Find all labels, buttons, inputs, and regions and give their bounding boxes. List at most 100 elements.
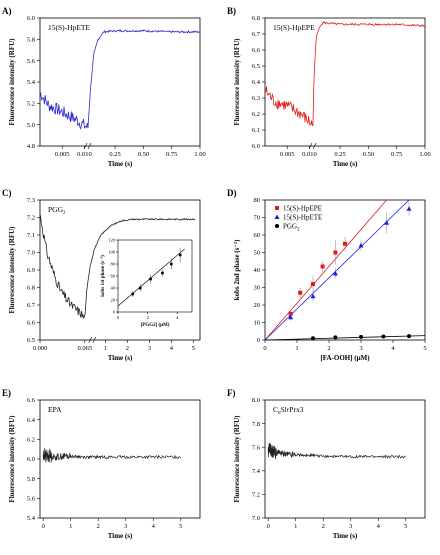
y-tick-label: 5.0 xyxy=(27,122,35,129)
y-axis-label: Fluorescence intensity (RFU) xyxy=(8,38,16,126)
y-tick-label: 6.1 xyxy=(252,127,260,134)
y-tick-label: 6.7 xyxy=(27,302,36,309)
x-tick-label: 0.75 xyxy=(391,151,402,158)
x-tick-label: 2 xyxy=(97,523,100,530)
inset-y-label: kobs 1st phase (s⁻¹) xyxy=(100,255,106,297)
x-tick-label: 0 xyxy=(267,523,270,530)
panel-title: CnSlrPrx3 xyxy=(273,405,304,416)
x-tick-label: 2 xyxy=(126,345,129,352)
plot-frame xyxy=(264,399,426,519)
x-tick-label: 0.005 xyxy=(280,151,295,158)
x-tick-label: 4 xyxy=(152,523,156,530)
panel-label: D) xyxy=(227,188,237,198)
y-tick-label: 4.8 xyxy=(27,143,35,150)
x-tick-label: 3 xyxy=(349,523,352,530)
x-tick-label: 3 xyxy=(124,523,127,530)
panel-b: B) 15(S)-HpEPE Time (s) Fluorescence intens… xyxy=(227,6,431,168)
x-tick-label: 3 xyxy=(148,345,151,352)
inset-point xyxy=(149,277,152,281)
y-tick-label: 5.4 xyxy=(27,79,36,86)
inset-point xyxy=(138,286,142,290)
x-tick-label: 4 xyxy=(391,345,395,352)
y-tick-label: 6.0 xyxy=(252,143,260,150)
legend-entry: 15(S)-HpETE xyxy=(283,214,322,222)
inset-fit-line xyxy=(117,248,185,307)
x-tick-label: 3 xyxy=(359,345,362,352)
y-tick-label: 5.8 xyxy=(27,476,35,483)
inset-y-tick-label: 100 xyxy=(108,250,116,255)
panel-label: A) xyxy=(2,6,12,16)
data-point-circle xyxy=(381,334,386,339)
y-tick-label: 6.0 xyxy=(27,456,35,463)
y-tick-label: 6.7 xyxy=(252,31,261,38)
y-tick-label: 6.6 xyxy=(252,47,261,54)
y-tick-label: 5.6 xyxy=(27,496,36,503)
y-tick-label: 7.2 xyxy=(252,492,260,499)
y-tick-label: 70 xyxy=(254,215,261,222)
y-tick-label: 7.6 xyxy=(252,444,261,451)
y-tick-label: 6.8 xyxy=(27,285,35,292)
panel-label: F) xyxy=(227,388,236,398)
y-axis-label: Fluorescence intensity (RFU) xyxy=(8,226,16,314)
y-tick-label: 8.0 xyxy=(252,397,260,404)
y-tick-label: 6.0 xyxy=(27,15,35,22)
x-tick-label: 5 xyxy=(423,345,426,352)
axis-break xyxy=(88,336,97,344)
data-point-triangle xyxy=(332,270,338,276)
y-axis-label: Fluorescence intensity (RFU) xyxy=(8,415,16,503)
data-point-square xyxy=(333,250,338,255)
data-point-square xyxy=(311,282,315,286)
x-axis-label: [FA-OOH] (μM) xyxy=(320,354,370,362)
x-tick-label: 0 xyxy=(42,523,45,530)
y-tick-label: 7.8 xyxy=(252,421,260,428)
y-tick-label: 7.4 xyxy=(252,468,261,475)
y-tick-label: 5.6 xyxy=(27,58,36,65)
y-tick-label: 6.4 xyxy=(27,417,36,424)
x-axis-label: Time (s) xyxy=(333,532,358,540)
data-point-triangle xyxy=(274,214,280,219)
x-tick-label: 4 xyxy=(377,523,381,530)
data-point-square xyxy=(320,264,325,269)
x-tick-label: 0.25 xyxy=(334,151,345,158)
x-tick-label: 1 xyxy=(69,523,72,530)
x-tick-label: 0.50 xyxy=(138,151,149,158)
data-point-circle xyxy=(311,336,315,341)
x-tick-label: 1.00 xyxy=(194,151,205,158)
series-trace xyxy=(264,21,426,127)
x-tick-label: 0.010 xyxy=(302,151,317,158)
y-tick-label: 6.5 xyxy=(27,337,35,344)
x-axis-label: Time (s) xyxy=(108,354,133,362)
data-point-circle xyxy=(333,335,338,340)
panel-label: B) xyxy=(227,6,236,16)
panel-title: EPA xyxy=(48,405,62,414)
y-tick-label: 30 xyxy=(254,285,261,292)
x-tick-label: 1.00 xyxy=(419,151,430,158)
x-tick-label: 2 xyxy=(322,523,325,530)
fit-line xyxy=(264,199,387,341)
plot-frame xyxy=(39,399,201,519)
y-tick-label: 6.6 xyxy=(27,397,36,404)
x-tick-label: 1 xyxy=(104,345,107,352)
y-tick-label: 5.2 xyxy=(27,101,35,108)
y-tick-label: 6.5 xyxy=(252,63,260,70)
y-tick-label: 10 xyxy=(254,320,261,327)
inset-y-tick-label: 40 xyxy=(111,286,116,291)
inset-point xyxy=(169,262,173,266)
y-tick-label: 5.8 xyxy=(27,37,35,44)
x-tick-label: 5 xyxy=(404,523,407,530)
panel-title: PGG2 xyxy=(48,205,66,216)
data-point-square xyxy=(298,290,303,295)
x-tick-label: 2 xyxy=(327,345,330,352)
panel-f: F) CnSlrPrx3 Time (s) Fluorescence intensit… xyxy=(227,388,426,540)
panel-c: C) PGG2 Time (s) Fluorescence intensity (RF… xyxy=(2,188,201,362)
data-point-triangle xyxy=(310,293,316,299)
inset-x-tick-label: 4 xyxy=(176,315,179,320)
data-point-triangle xyxy=(358,242,364,248)
fit-line xyxy=(264,335,426,341)
inset-y-tick-label: 120 xyxy=(108,238,116,243)
x-tick-label: 0.50 xyxy=(363,151,374,158)
x-axis-label: Time (s) xyxy=(108,160,133,168)
panel-title: 15(S)-HpETE xyxy=(48,23,90,32)
